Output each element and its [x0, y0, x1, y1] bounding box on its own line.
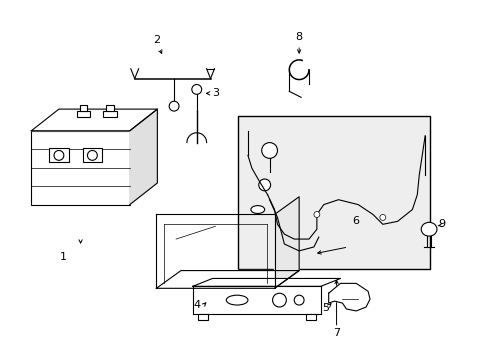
Ellipse shape	[250, 206, 264, 213]
Text: 6: 6	[352, 216, 359, 226]
Text: 9: 9	[437, 219, 445, 229]
Text: 7: 7	[332, 328, 340, 338]
Circle shape	[313, 212, 319, 217]
Circle shape	[258, 179, 270, 191]
Ellipse shape	[226, 295, 247, 305]
Bar	[49, 148, 69, 162]
Text: 5: 5	[322, 303, 328, 313]
Circle shape	[169, 101, 179, 111]
Bar	[106, 105, 114, 111]
Bar	[197, 314, 207, 320]
Text: 1: 1	[59, 252, 66, 262]
Circle shape	[191, 85, 201, 94]
Bar	[77, 111, 90, 117]
Text: 3: 3	[211, 88, 219, 98]
Text: 8: 8	[295, 32, 302, 42]
Circle shape	[261, 143, 277, 158]
Polygon shape	[328, 283, 369, 311]
Bar	[305, 314, 315, 320]
Polygon shape	[274, 197, 299, 288]
Bar	[82, 148, 102, 162]
Bar	[103, 111, 117, 117]
Bar	[80, 105, 87, 111]
Text: 2: 2	[153, 35, 160, 45]
Circle shape	[294, 295, 304, 305]
Circle shape	[272, 293, 286, 307]
Circle shape	[87, 150, 97, 160]
Polygon shape	[192, 278, 340, 286]
Polygon shape	[156, 271, 299, 288]
Circle shape	[379, 215, 385, 220]
Circle shape	[54, 150, 64, 160]
Text: 4: 4	[193, 300, 200, 310]
Ellipse shape	[420, 222, 436, 236]
Polygon shape	[31, 109, 157, 131]
Bar	[238, 116, 429, 269]
Bar	[31, 131, 129, 204]
Polygon shape	[129, 109, 157, 204]
